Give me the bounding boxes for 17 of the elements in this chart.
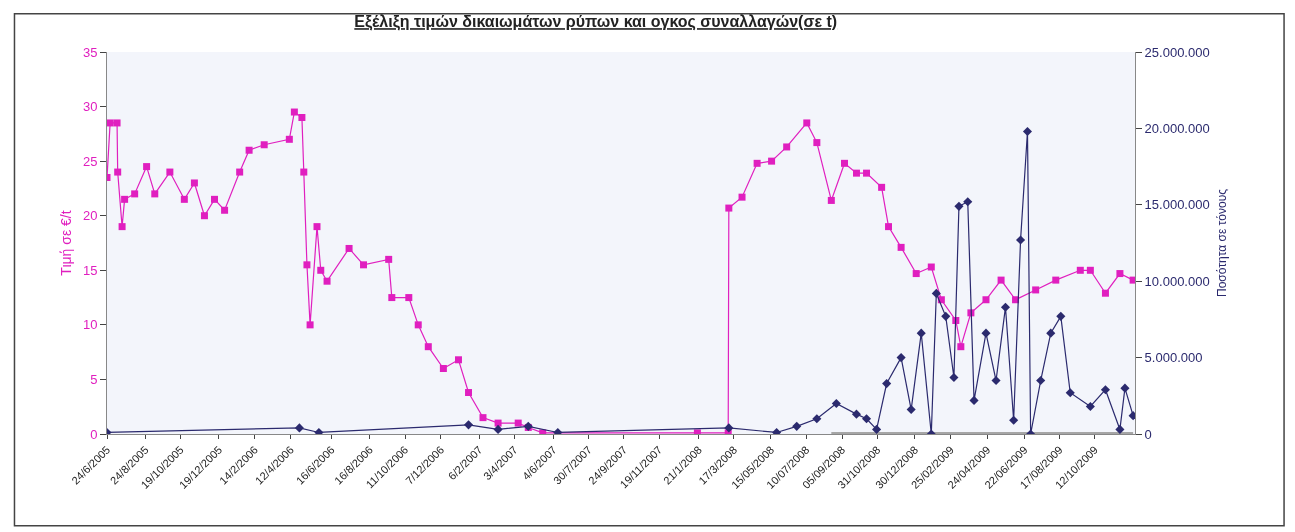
y2-tick-label: 25.000.000: [1144, 44, 1210, 60]
y2-tick-label: 20.000.000: [1144, 120, 1210, 136]
y-axis-title: Τιμή σε €/t: [57, 210, 74, 276]
y2-tick-label: 0: [1144, 426, 1152, 442]
y-tick-label: 15: [82, 262, 98, 278]
y-tick-label: 30: [82, 99, 98, 115]
y-tick-label: 35: [82, 44, 98, 60]
y-tick-label: 10: [82, 317, 98, 333]
y2-axis-title: Ποσότητα σε τόνους: [1214, 188, 1229, 298]
y-tick-label: 5: [90, 371, 98, 387]
y-tick-label: 25: [82, 153, 98, 169]
y2-tick-label: 10.000.000: [1144, 273, 1210, 289]
y-tick-label: 20: [82, 208, 98, 224]
y2-tick-label: 15.000.000: [1144, 197, 1210, 213]
y-tick-label: 0: [90, 426, 98, 442]
chart-title: Εξέλιξη τιμών δικαιωμάτων ρύπων και ογκος συναλλαγών(σε t): [354, 13, 838, 32]
y2-tick-label: 5.000.000: [1144, 350, 1203, 366]
